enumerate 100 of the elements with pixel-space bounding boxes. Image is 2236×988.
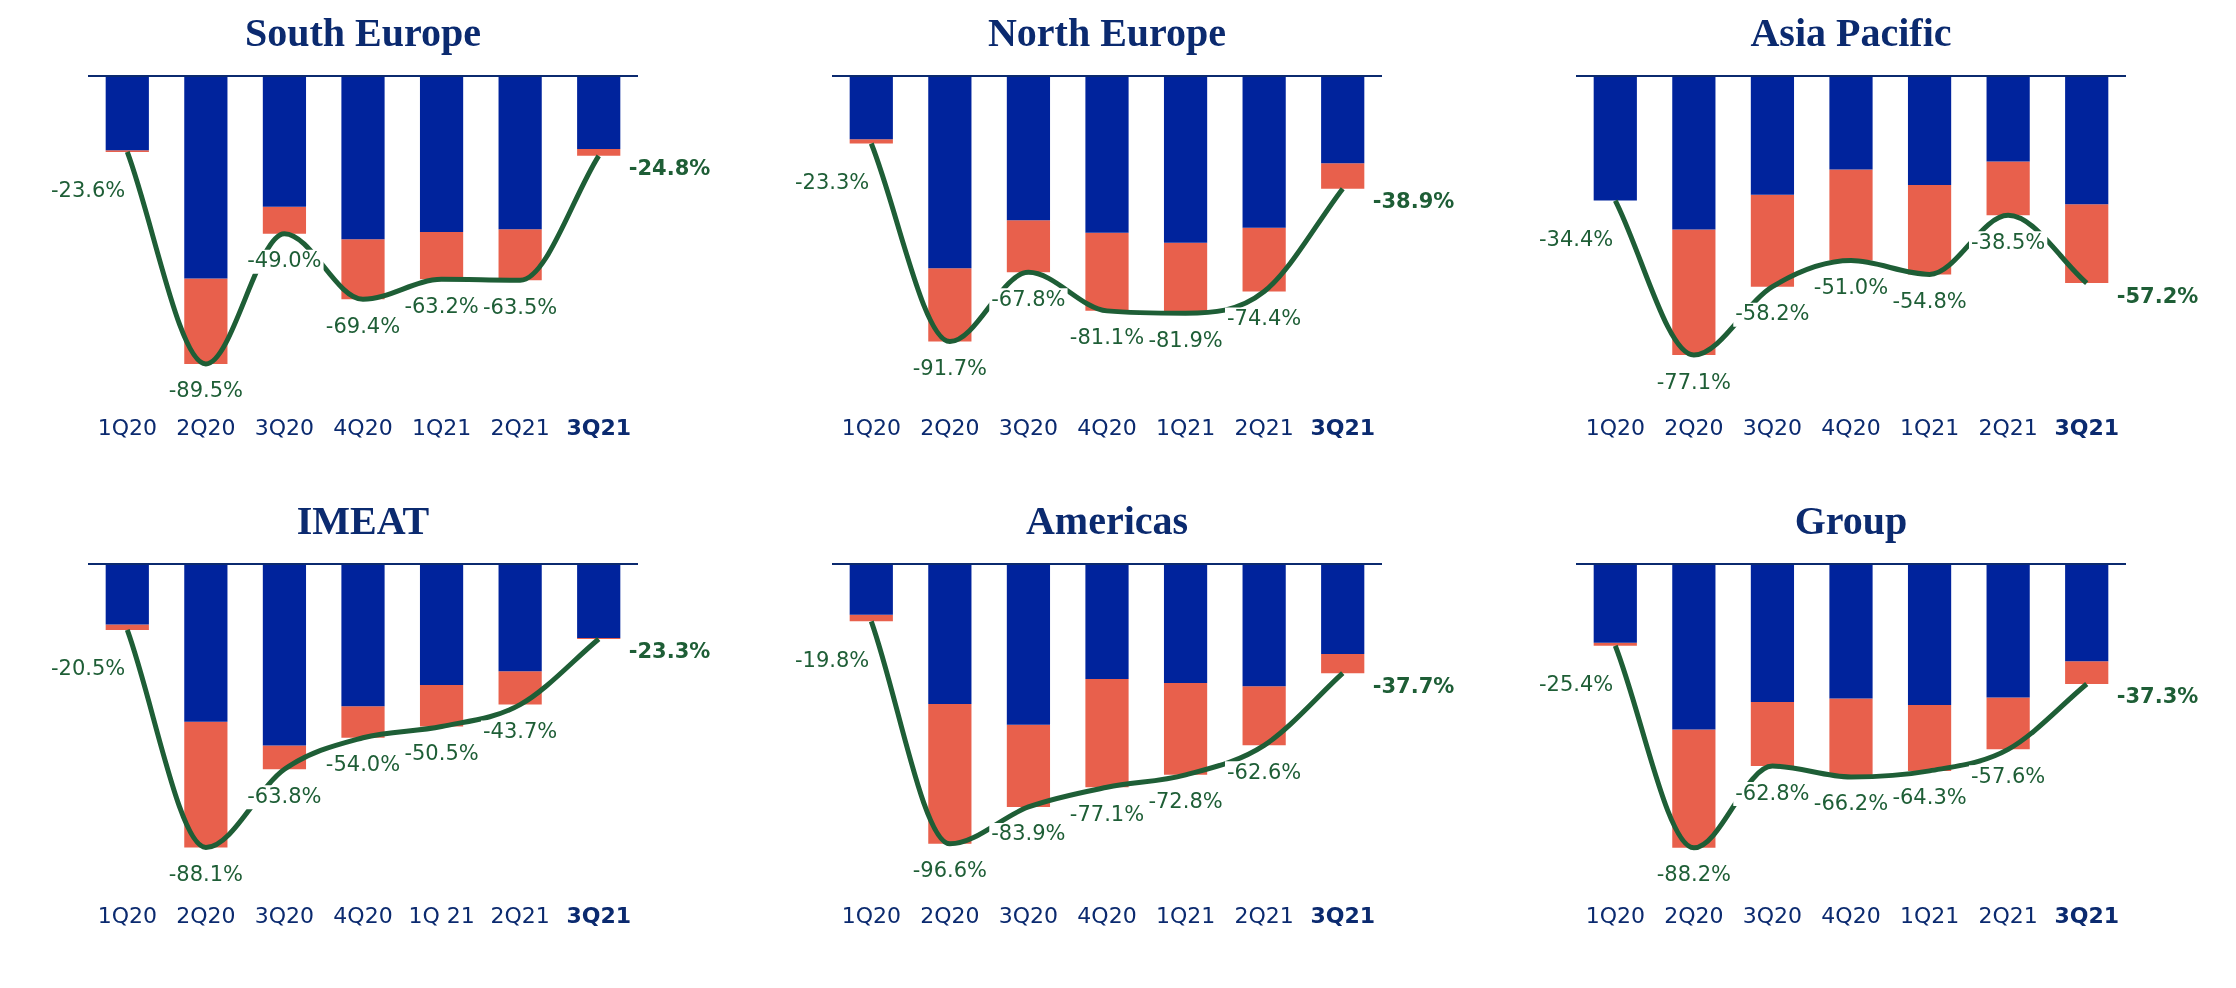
data-label: -63.5% — [482, 294, 558, 319]
bar — [1085, 76, 1129, 233]
data-label: -81.9% — [1148, 327, 1223, 352]
bar — [1986, 697, 2030, 750]
bar — [1242, 564, 1286, 687]
data-label: -89.5% — [168, 378, 244, 403]
bar — [2065, 76, 2109, 205]
x-tick-label: 3Q21 — [1310, 902, 1376, 928]
bar — [1163, 242, 1208, 314]
bar — [1321, 654, 1365, 674]
bar — [1907, 184, 1952, 275]
x-tick-label: 3Q21 — [566, 414, 632, 440]
bar — [928, 564, 972, 704]
data-label: -38.5% — [1970, 229, 2046, 254]
data-label: -24.8% — [628, 156, 711, 181]
bar — [1085, 678, 1129, 788]
x-tick-label: 2Q21 — [1978, 414, 2038, 440]
data-label: -57.6% — [1970, 763, 2046, 788]
x-tick-label: 4Q20 — [1821, 902, 1881, 928]
bar — [1593, 564, 1637, 643]
bar — [1163, 76, 1208, 243]
bar — [1750, 702, 1795, 767]
x-tick-label: 1Q21 — [411, 414, 472, 440]
bar — [341, 706, 385, 738]
chart-title: Americas — [1025, 498, 1189, 544]
data-label: -81.1% — [1069, 325, 1145, 350]
x-tick-label: 2Q21 — [1234, 902, 1294, 928]
data-label: -20.5% — [50, 656, 126, 681]
x-tick-label: 1Q21 — [1899, 414, 1960, 440]
x-tick-label: 3Q21 — [1310, 414, 1376, 440]
x-tick-label: 1Q20 — [1585, 414, 1645, 440]
x-tick-label: 3Q21 — [566, 902, 632, 928]
x-tick-label: 1Q20 — [97, 902, 157, 928]
bar — [419, 232, 464, 280]
data-label: -57.2% — [2116, 283, 2199, 308]
x-tick-label: 3Q20 — [1742, 902, 1803, 928]
bar — [184, 278, 228, 364]
bar — [849, 614, 893, 622]
bar — [1321, 564, 1365, 655]
data-label: -64.3% — [1892, 785, 1967, 810]
data-label: -23.6% — [50, 178, 126, 203]
bar — [2065, 204, 2109, 284]
bar — [1907, 704, 1952, 771]
x-tick-label: 3Q20 — [254, 902, 315, 928]
data-label: -62.8% — [1735, 780, 1810, 805]
bar — [1163, 683, 1208, 775]
data-label: -77.1% — [1656, 369, 1732, 394]
bar — [184, 564, 228, 722]
bar — [498, 671, 542, 705]
x-tick-label: 1Q20 — [97, 414, 157, 440]
x-tick-label: 3Q21 — [2054, 902, 2120, 928]
bar — [1321, 76, 1365, 164]
bar — [928, 268, 972, 342]
bar — [1242, 227, 1286, 292]
bar — [498, 564, 542, 672]
data-label: -43.7% — [482, 719, 558, 744]
bar — [849, 564, 893, 615]
data-label: -83.9% — [991, 821, 1066, 846]
bar — [419, 684, 464, 727]
bar — [1085, 564, 1129, 679]
x-tick-label: 4Q20 — [1821, 414, 1881, 440]
x-tick-label: 2Q20 — [920, 902, 980, 928]
bar — [1242, 76, 1286, 228]
data-label: -54.0% — [325, 752, 401, 777]
data-label: -34.4% — [1538, 226, 1614, 251]
x-tick-label: 2Q20 — [176, 414, 236, 440]
bar — [1829, 698, 1873, 778]
bar — [1006, 76, 1051, 221]
data-label: -51.0% — [1813, 275, 1889, 300]
x-tick-label: 3Q20 — [998, 414, 1059, 440]
bar — [105, 76, 149, 151]
chart-title: North Europe — [987, 10, 1227, 56]
data-label: -96.6% — [912, 858, 988, 883]
bar — [419, 564, 464, 685]
x-tick-label: 4Q20 — [333, 902, 393, 928]
data-label: -67.8% — [991, 286, 1066, 311]
bar — [262, 564, 307, 746]
data-label: -91.7% — [912, 356, 988, 381]
data-label: -69.4% — [325, 313, 401, 338]
x-tick-label: 2Q21 — [1978, 902, 2038, 928]
data-label: -54.8% — [1892, 288, 1967, 313]
x-tick-label: 1Q 21 — [408, 902, 475, 928]
x-tick-label: 1Q20 — [841, 902, 901, 928]
bar — [341, 564, 385, 707]
x-tick-label: 4Q20 — [1077, 902, 1137, 928]
bar — [1672, 564, 1716, 730]
data-label: -63.2% — [404, 293, 479, 318]
bar — [1006, 564, 1051, 725]
data-label: -49.0% — [247, 248, 322, 273]
x-tick-label: 2Q21 — [1234, 414, 1294, 440]
bar — [1829, 76, 1873, 170]
x-tick-label: 4Q20 — [1077, 414, 1137, 440]
x-tick-label: 1Q20 — [1585, 902, 1645, 928]
data-label: -25.4% — [1538, 672, 1614, 697]
x-tick-label: 2Q20 — [1664, 414, 1724, 440]
data-label: -37.7% — [1372, 673, 1455, 698]
bar — [1750, 76, 1795, 195]
chart-title: South Europe — [244, 10, 482, 56]
data-label: -66.2% — [1813, 791, 1889, 816]
bar — [1593, 76, 1637, 201]
